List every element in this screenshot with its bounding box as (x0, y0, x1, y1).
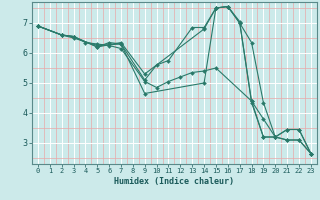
X-axis label: Humidex (Indice chaleur): Humidex (Indice chaleur) (115, 177, 234, 186)
